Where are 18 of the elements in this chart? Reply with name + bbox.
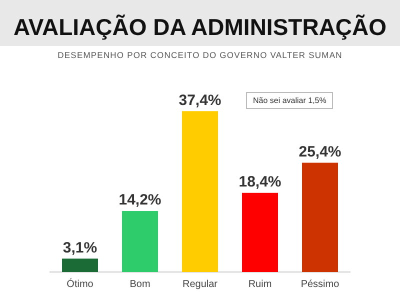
data-label: 37,4% (178, 92, 222, 109)
x-tick-label: Bom (130, 278, 150, 290)
bar (122, 210, 158, 272)
x-tick-label: Ótimo (66, 278, 94, 290)
x-tick-label: Péssimo (300, 278, 340, 290)
bar (62, 258, 98, 272)
data-label: 14,2% (118, 192, 162, 209)
bar (302, 162, 338, 272)
bar (182, 111, 218, 272)
chart-title: AVALIAÇÃO DA ADMINISTRAÇÃO (12, 14, 388, 41)
text: Não sei avaliar 1,5% (246, 92, 334, 109)
x-tick-label: Ruim (248, 278, 272, 290)
chart-subtitle: DESEMPENHO POR CONCEITO DO GOVERNO VALTER SUMAN (56, 50, 344, 60)
data-label: 25,4% (298, 143, 342, 160)
bar (242, 192, 278, 272)
data-label: 18,4% (238, 174, 282, 191)
x-tick-label: Regular (182, 278, 218, 290)
data-label: 3,1% (62, 239, 98, 256)
